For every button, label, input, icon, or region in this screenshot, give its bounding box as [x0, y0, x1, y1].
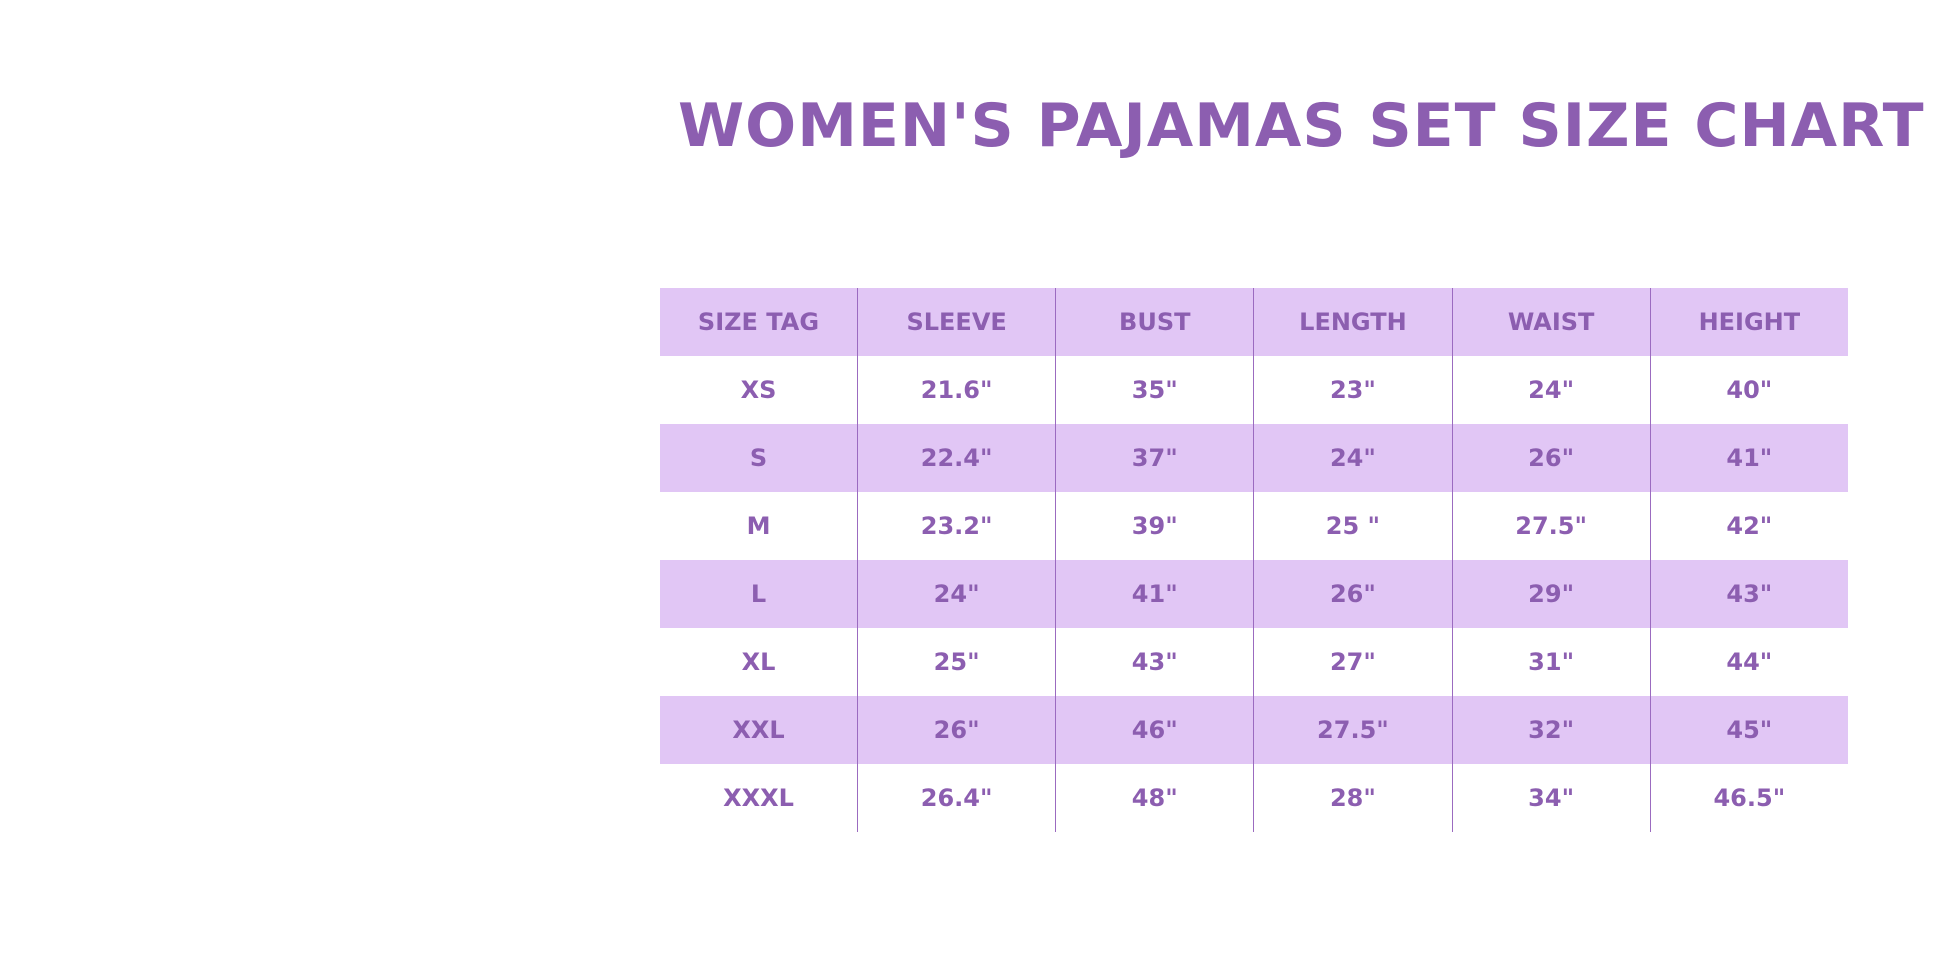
- measurement-cell: 40": [1649, 356, 1848, 424]
- size-chart-table: SIZE TAG SLEEVE BUST LENGTH WAIST HEIGHT XS 21…: [660, 288, 1848, 832]
- measurement-cell: 23": [1253, 356, 1453, 424]
- measurement-cell: 35": [1055, 356, 1254, 424]
- table-row: L 24" 41" 26" 29" 43": [660, 560, 1848, 628]
- column-header: BUST: [1055, 288, 1254, 356]
- measurement-cell: 28": [1253, 764, 1453, 832]
- table-row: XXXL 26.4" 48" 28" 34" 46.5": [660, 764, 1848, 832]
- table-row: XS 21.6" 35" 23" 24" 40": [660, 356, 1848, 424]
- measurement-cell: 27.5": [1253, 696, 1453, 764]
- measurement-cell: 32": [1451, 696, 1651, 764]
- column-header: LENGTH: [1253, 288, 1453, 356]
- size-tag-cell: XXL: [660, 696, 858, 764]
- measurement-cell: 26.4": [857, 764, 1056, 832]
- measurement-cell: 41": [1649, 424, 1848, 492]
- measurement-cell: 42": [1649, 492, 1848, 560]
- measurement-cell: 29": [1451, 560, 1651, 628]
- table-row: XXL 26" 46" 27.5" 32" 45": [660, 696, 1848, 764]
- column-header: SLEEVE: [857, 288, 1056, 356]
- measurement-cell: 45": [1649, 696, 1848, 764]
- table-row: S 22.4" 37" 24" 26" 41": [660, 424, 1848, 492]
- column-header: HEIGHT: [1649, 288, 1848, 356]
- size-tag-cell: XXXL: [723, 784, 794, 812]
- measurement-cell: 46": [1055, 696, 1254, 764]
- measurement-cell: 24": [1451, 356, 1651, 424]
- size-tag-cell: XL: [741, 648, 776, 676]
- measurement-cell: 41": [1055, 560, 1254, 628]
- measurement-cell: 43": [1055, 628, 1254, 696]
- measurement-cell: 43": [1649, 560, 1848, 628]
- size-tag-cell: XS: [740, 376, 777, 404]
- measurement-cell: 37": [1055, 424, 1254, 492]
- table-header-row: SIZE TAG SLEEVE BUST LENGTH WAIST HEIGHT: [660, 288, 1848, 356]
- measurement-cell: 39": [1055, 492, 1254, 560]
- size-tag-cell: L: [660, 560, 858, 628]
- size-tag-cell: M: [746, 512, 771, 540]
- measurement-cell: 25 ": [1253, 492, 1453, 560]
- measurement-cell: 21.6": [857, 356, 1056, 424]
- measurement-cell: 31": [1451, 628, 1651, 696]
- measurement-cell: 27.5": [1451, 492, 1651, 560]
- measurement-cell: 46.5": [1649, 764, 1848, 832]
- measurement-cell: 26": [1451, 424, 1651, 492]
- page-title: WOMEN'S PAJAMAS SET SIZE CHART: [678, 91, 1925, 161]
- measurement-cell: 44": [1649, 628, 1848, 696]
- measurement-cell: 48": [1055, 764, 1254, 832]
- measurement-cell: 27": [1253, 628, 1453, 696]
- column-header: WAIST: [1451, 288, 1651, 356]
- measurement-cell: 26": [1253, 560, 1453, 628]
- measurement-cell: 25": [857, 628, 1056, 696]
- measurement-cell: 23.2": [857, 492, 1056, 560]
- measurement-cell: 26": [857, 696, 1056, 764]
- table-row: M 23.2" 39" 25 " 27.5" 42": [660, 492, 1848, 560]
- size-tag-cell: S: [660, 424, 858, 492]
- measurement-cell: 34": [1451, 764, 1651, 832]
- column-header: SIZE TAG: [660, 288, 858, 356]
- measurement-cell: 24": [1253, 424, 1453, 492]
- table-row: XL 25" 43" 27" 31" 44": [660, 628, 1848, 696]
- measurement-cell: 24": [857, 560, 1056, 628]
- measurement-cell: 22.4": [857, 424, 1056, 492]
